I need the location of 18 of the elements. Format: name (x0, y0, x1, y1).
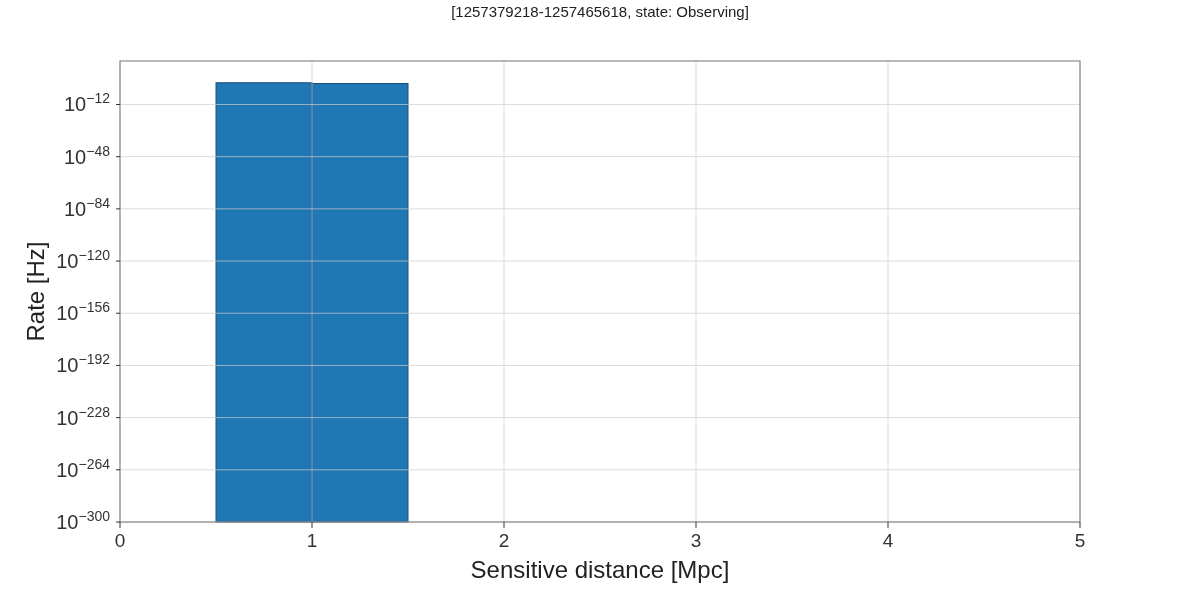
y-tick-label: 10$^{−264}$ (56, 455, 111, 481)
x-tick-label: 3 (690, 530, 702, 551)
y-tick-label: 10$^{−12}$ (64, 90, 111, 116)
y-tick-label: 10$^{−192}$ (56, 351, 111, 377)
y-tick-label: 10$^{−84}$ (64, 194, 111, 220)
x-tick-label: 4 (882, 530, 894, 551)
y-axis-title: Rate [Hz] (22, 241, 49, 342)
chart-title: [1257379218-1257465618, state: Observing] (451, 3, 749, 20)
y-tick-label: 10$^{−228}$ (56, 403, 111, 429)
y-tick-label: 10$^{−300}$ (56, 508, 111, 533)
y-tick-label: 10$^{−156}$ (56, 299, 111, 325)
y-tick-label: 10$^{−120}$ (56, 247, 111, 273)
x-axis-title: Sensitive distance [Mpc] (470, 556, 730, 583)
x-tick-label: 2 (498, 530, 510, 551)
x-tick-label: 5 (1074, 530, 1086, 551)
x-tick-label: 0 (114, 530, 126, 551)
y-tick-label: 10$^{−48}$ (64, 142, 111, 168)
x-tick-label: 1 (306, 530, 318, 551)
